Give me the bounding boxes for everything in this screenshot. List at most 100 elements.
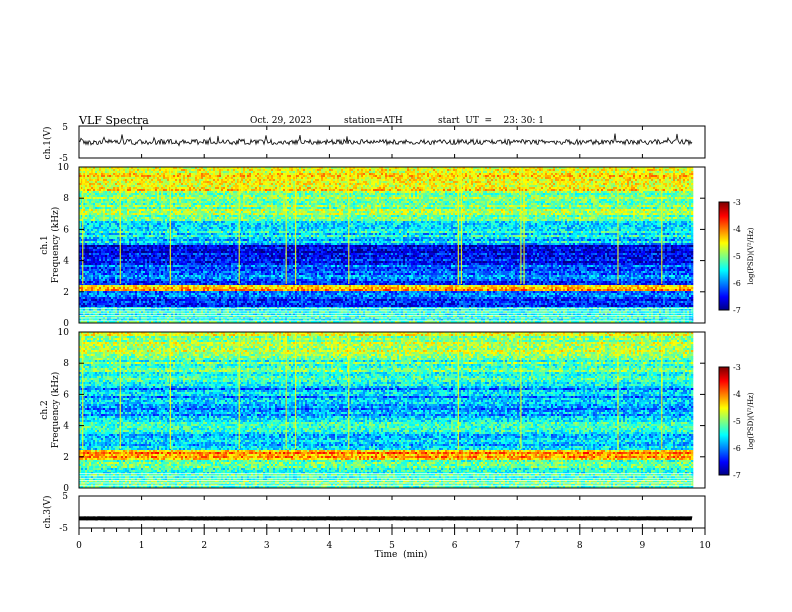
spectrogram-cell bbox=[219, 169, 221, 171]
spectrogram-cell bbox=[183, 173, 185, 175]
spectrogram-cell bbox=[479, 171, 481, 173]
spectrogram-cell bbox=[495, 173, 497, 175]
spectrogram-cell bbox=[387, 169, 389, 171]
spectrogram-cell bbox=[331, 177, 333, 179]
spectrogram-cell bbox=[497, 169, 499, 171]
spectrogram-cell bbox=[281, 173, 283, 175]
spectrogram-cell bbox=[219, 171, 221, 173]
spectrogram-cell bbox=[255, 169, 257, 171]
spectrogram-cell bbox=[353, 171, 355, 173]
spectrogram-cell bbox=[505, 177, 507, 179]
spectrogram-cell bbox=[671, 169, 673, 171]
spectrogram-cell bbox=[609, 169, 611, 171]
spectrogram-cell bbox=[473, 175, 475, 177]
spectrogram-cell bbox=[179, 175, 181, 177]
spectrogram-cell bbox=[667, 169, 669, 171]
spectrogram-cell bbox=[213, 177, 215, 179]
spectrogram-cell bbox=[275, 171, 277, 173]
spectrogram-cell bbox=[447, 177, 449, 179]
spectrogram-cell bbox=[527, 177, 529, 179]
spectrogram-cell bbox=[151, 173, 153, 175]
spectrogram-cell bbox=[183, 169, 185, 171]
spectrogram-cell bbox=[213, 169, 215, 171]
spectrogram-cell bbox=[217, 173, 219, 175]
spectrogram-cell bbox=[139, 173, 141, 175]
spectrogram-cell bbox=[627, 173, 629, 175]
spectrogram-cell bbox=[483, 175, 485, 177]
spectrogram-cell bbox=[299, 171, 301, 173]
spectrogram-cell bbox=[429, 175, 431, 177]
spectrogram-cell bbox=[675, 171, 677, 173]
spectrogram-cell bbox=[185, 171, 187, 173]
spectrogram-cell bbox=[589, 175, 591, 177]
spectrogram-cell bbox=[565, 171, 567, 173]
spectrogram-cell bbox=[223, 171, 225, 173]
spectrogram-cell bbox=[405, 173, 407, 175]
spectrogram-cell bbox=[365, 169, 367, 171]
spectrogram-cell bbox=[575, 177, 577, 179]
spectrogram-cell bbox=[309, 175, 311, 177]
spectrogram-cell bbox=[145, 179, 147, 181]
spectrogram-cell bbox=[427, 177, 429, 179]
spectrogram-cell bbox=[225, 171, 227, 173]
spectrogram-cell bbox=[591, 173, 593, 175]
spectrogram-cell bbox=[325, 175, 327, 177]
spectrogram-cell bbox=[93, 175, 95, 177]
spectrogram-cell bbox=[477, 171, 479, 173]
spectrogram-cell bbox=[101, 179, 103, 181]
spectrogram-cell bbox=[573, 177, 575, 179]
spectrogram-cell bbox=[491, 171, 493, 173]
spectrogram-cell bbox=[633, 177, 635, 179]
spectrogram-cell bbox=[489, 177, 491, 179]
spectrogram-cell bbox=[583, 175, 585, 177]
spectrogram-cell bbox=[161, 169, 163, 171]
spectrogram-cell bbox=[203, 179, 205, 181]
spectrogram-cell bbox=[533, 175, 535, 177]
spectrogram-cell bbox=[485, 171, 487, 173]
spectrogram-cell bbox=[435, 169, 437, 171]
spectrogram-cell bbox=[403, 173, 405, 175]
spectrogram-cell bbox=[175, 175, 177, 177]
spectrogram-cell bbox=[251, 171, 253, 173]
spectrogram-cell bbox=[261, 169, 263, 171]
spectrogram-cell bbox=[331, 175, 333, 177]
spectrogram-cell bbox=[649, 175, 651, 177]
spectrogram-cell bbox=[499, 177, 501, 179]
spectrogram-cell bbox=[301, 173, 303, 175]
spectrogram-cell bbox=[145, 177, 147, 179]
spectrogram-cell bbox=[663, 169, 665, 171]
spectrogram-cell bbox=[665, 169, 667, 171]
spectrogram-cell bbox=[505, 171, 507, 173]
spectrogram-cell bbox=[419, 171, 421, 173]
spectrogram-cell bbox=[269, 175, 271, 177]
spectrogram-cell bbox=[573, 169, 575, 171]
spectrogram-cell bbox=[573, 173, 575, 175]
spectrogram-cell bbox=[659, 173, 661, 175]
spectrogram-cell bbox=[573, 171, 575, 173]
spectrogram-cell bbox=[357, 175, 359, 177]
spectrogram-cell bbox=[315, 175, 317, 177]
spectrogram-cell bbox=[539, 175, 541, 177]
spectrogram-cell bbox=[147, 175, 149, 177]
spectrogram-cell bbox=[489, 173, 491, 175]
spectrogram-cell bbox=[377, 175, 379, 177]
spectrogram-cell bbox=[611, 173, 613, 175]
spectrogram-cell bbox=[269, 173, 271, 175]
spectrogram-cell bbox=[515, 169, 517, 171]
spectrogram-cell bbox=[227, 173, 229, 175]
spectrogram-cell bbox=[155, 175, 157, 177]
spectrogram-cell bbox=[543, 169, 545, 171]
spectrogram-cell bbox=[663, 175, 665, 177]
spectrogram-cell bbox=[683, 171, 685, 173]
spectrogram-cell bbox=[485, 177, 487, 179]
spectrogram-cell bbox=[227, 175, 229, 177]
spectrogram-cell bbox=[323, 175, 325, 177]
spectrogram-cell bbox=[669, 177, 671, 179]
spectrogram-cell bbox=[375, 169, 377, 171]
spectrogram-cell bbox=[539, 169, 541, 171]
spectrogram-cell bbox=[113, 175, 115, 177]
spectrogram-cell bbox=[117, 175, 119, 177]
spectrogram-cell bbox=[547, 173, 549, 175]
spectrogram-cell bbox=[583, 173, 585, 175]
spectrogram-cell bbox=[387, 171, 389, 173]
